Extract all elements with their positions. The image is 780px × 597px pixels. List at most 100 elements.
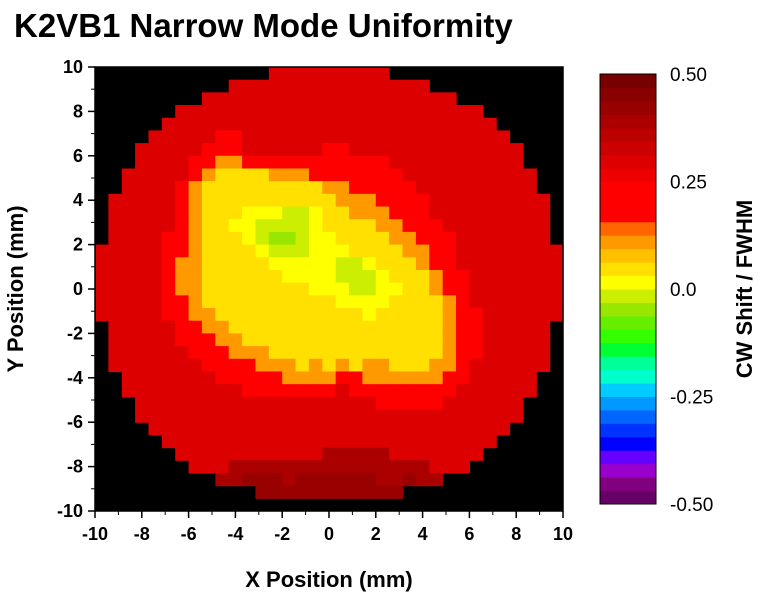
heatmap-cell bbox=[522, 206, 537, 220]
heatmap-cell bbox=[188, 371, 203, 385]
heatmap-cell bbox=[242, 244, 257, 258]
heatmap-cell bbox=[242, 257, 257, 271]
heatmap-cell bbox=[295, 130, 310, 144]
heatmap-cell bbox=[175, 105, 190, 119]
heatmap-cell bbox=[201, 244, 216, 258]
heatmap-cell bbox=[255, 117, 270, 132]
heatmap-cell bbox=[268, 105, 283, 119]
heatmap-cell bbox=[228, 434, 243, 449]
heatmap-cell bbox=[362, 117, 377, 132]
heatmap-cell bbox=[362, 257, 377, 271]
heatmap-cell bbox=[95, 282, 109, 296]
heatmap-cell bbox=[509, 371, 524, 385]
heatmap-cell bbox=[415, 181, 430, 195]
heatmap-cell bbox=[175, 244, 190, 258]
heatmap-cell bbox=[322, 155, 337, 170]
heatmap-cell bbox=[308, 460, 323, 474]
heatmap-cell bbox=[268, 384, 283, 398]
y-tick-label: -2 bbox=[67, 323, 83, 343]
x-tick-label: 0 bbox=[324, 524, 334, 544]
heatmap-cell bbox=[389, 333, 404, 347]
heatmap-cell bbox=[482, 117, 497, 132]
heatmap-cell bbox=[496, 143, 511, 157]
heatmap-cell bbox=[282, 105, 297, 119]
heatmap-cell bbox=[322, 257, 337, 271]
heatmap-cell bbox=[161, 282, 176, 296]
heatmap-cell bbox=[215, 143, 230, 157]
heatmap-cell bbox=[456, 257, 470, 271]
heatmap-cell bbox=[429, 447, 444, 461]
heatmap-cell bbox=[215, 130, 230, 144]
heatmap-cell bbox=[148, 346, 163, 360]
heatmap-cell bbox=[135, 193, 150, 208]
heatmap-cell bbox=[349, 384, 364, 398]
heatmap-cell bbox=[389, 358, 404, 373]
heatmap-cell bbox=[375, 358, 390, 373]
heatmap-cell bbox=[389, 155, 404, 170]
heatmap-cell bbox=[308, 447, 323, 461]
heatmap-cell bbox=[282, 155, 297, 170]
heatmap-cell bbox=[295, 409, 310, 423]
heatmap-cell bbox=[228, 143, 243, 157]
heatmap-cell bbox=[268, 257, 283, 271]
x-tick-label: -10 bbox=[82, 524, 108, 544]
heatmap-cell bbox=[482, 295, 497, 309]
heatmap-cell bbox=[389, 282, 404, 296]
heatmap-cell bbox=[362, 193, 377, 208]
heatmap-cell bbox=[201, 333, 216, 347]
heatmap-cell bbox=[121, 168, 136, 182]
heatmap-cell bbox=[161, 358, 176, 373]
heatmap-cell bbox=[188, 206, 203, 220]
heatmap-cell bbox=[215, 447, 230, 461]
heatmap-cell bbox=[135, 244, 150, 258]
heatmap-cell bbox=[95, 269, 109, 284]
heatmap-cell bbox=[442, 295, 457, 309]
heatmap-cell bbox=[215, 409, 230, 423]
heatmap-cell bbox=[161, 422, 176, 436]
heatmap-cell bbox=[389, 447, 404, 461]
heatmap-cell bbox=[175, 320, 190, 334]
heatmap-cell bbox=[349, 143, 364, 157]
heatmap-cell bbox=[108, 244, 123, 258]
heatmap-cell bbox=[188, 143, 203, 157]
heatmap-cell bbox=[536, 206, 551, 220]
heatmap-cell bbox=[322, 206, 337, 220]
heatmap-cell bbox=[469, 422, 484, 436]
heatmap-cell bbox=[469, 282, 484, 296]
heatmap-cell bbox=[469, 358, 484, 373]
heatmap-cell bbox=[228, 308, 243, 322]
heatmap-cell bbox=[108, 308, 123, 322]
heatmap-cell bbox=[282, 308, 297, 322]
heatmap-cell bbox=[362, 143, 377, 157]
heatmap-cell bbox=[308, 269, 323, 284]
heatmap-cell bbox=[402, 130, 417, 144]
heatmap-cell bbox=[509, 181, 524, 195]
heatmap-cell bbox=[201, 434, 216, 449]
heatmap-cell bbox=[362, 460, 377, 474]
heatmap-cell bbox=[242, 320, 257, 334]
heatmap-cell bbox=[362, 130, 377, 144]
heatmap-cell bbox=[362, 168, 377, 182]
heatmap-cell bbox=[335, 244, 350, 258]
heatmap-cell bbox=[456, 155, 470, 170]
heatmap-cell bbox=[295, 346, 310, 360]
heatmap-cell bbox=[456, 422, 470, 436]
heatmap-cell bbox=[295, 460, 310, 474]
heatmap-cell bbox=[215, 117, 230, 132]
heatmap-cell bbox=[536, 358, 551, 373]
heatmap-cell bbox=[268, 485, 283, 499]
heatmap-cell bbox=[362, 231, 377, 246]
heatmap-cell bbox=[335, 130, 350, 144]
heatmap-cell bbox=[108, 231, 123, 246]
heatmap-cell bbox=[402, 244, 417, 258]
heatmap-cell bbox=[536, 320, 551, 334]
heatmap-cell bbox=[255, 320, 270, 334]
heatmap-cell bbox=[536, 308, 551, 322]
heatmap-cell bbox=[442, 320, 457, 334]
heatmap-cell bbox=[148, 358, 163, 373]
heatmap-cell bbox=[389, 168, 404, 182]
heatmap-cell bbox=[308, 371, 323, 385]
heatmap-cell bbox=[389, 143, 404, 157]
heatmap-cell bbox=[121, 206, 136, 220]
